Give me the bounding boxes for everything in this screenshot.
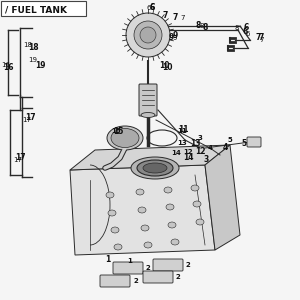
Text: 7: 7 (172, 14, 178, 22)
Text: 13: 13 (177, 140, 187, 146)
Polygon shape (70, 145, 230, 170)
FancyBboxPatch shape (139, 84, 157, 116)
Text: 6: 6 (243, 23, 249, 32)
Ellipse shape (131, 157, 179, 179)
Text: 15: 15 (113, 128, 123, 136)
Text: 8: 8 (235, 25, 239, 31)
Text: 12: 12 (183, 149, 193, 155)
Ellipse shape (111, 128, 139, 148)
Text: 10: 10 (162, 64, 172, 73)
Ellipse shape (106, 192, 114, 198)
Text: 8: 8 (200, 23, 204, 29)
FancyBboxPatch shape (143, 271, 173, 283)
Text: 9: 9 (173, 35, 177, 41)
Text: 8: 8 (195, 20, 201, 29)
Text: 10: 10 (159, 61, 169, 70)
Text: 5: 5 (242, 139, 247, 148)
Ellipse shape (164, 187, 172, 193)
FancyBboxPatch shape (113, 262, 143, 274)
Text: 17: 17 (15, 154, 25, 163)
Text: 1: 1 (105, 254, 111, 263)
Text: / FUEL TANK: / FUEL TANK (5, 5, 67, 14)
Text: 3: 3 (203, 155, 208, 164)
Ellipse shape (138, 207, 146, 213)
Ellipse shape (193, 201, 201, 207)
Text: 14: 14 (171, 150, 181, 156)
Text: 19: 19 (28, 57, 38, 63)
Text: 7: 7 (258, 34, 264, 43)
Polygon shape (70, 165, 215, 255)
Circle shape (126, 13, 170, 57)
Text: 16: 16 (2, 62, 10, 68)
Ellipse shape (107, 126, 143, 150)
Ellipse shape (114, 244, 122, 250)
Text: 6: 6 (149, 2, 154, 11)
Ellipse shape (144, 242, 152, 248)
Text: 2: 2 (176, 274, 181, 280)
Ellipse shape (111, 227, 119, 233)
FancyBboxPatch shape (1, 1, 86, 16)
Ellipse shape (108, 210, 116, 216)
FancyBboxPatch shape (247, 137, 261, 147)
FancyBboxPatch shape (100, 275, 130, 287)
Text: 8: 8 (202, 23, 208, 32)
Text: 11: 11 (177, 128, 187, 134)
Ellipse shape (191, 185, 199, 191)
Text: 2: 2 (133, 278, 138, 284)
Text: 3: 3 (198, 135, 203, 141)
Circle shape (134, 21, 162, 49)
Text: 6: 6 (246, 31, 250, 37)
Text: 18: 18 (28, 44, 38, 52)
Text: 4: 4 (222, 143, 228, 152)
Text: 17: 17 (25, 113, 35, 122)
Text: 7: 7 (162, 11, 168, 20)
Text: 6: 6 (147, 5, 151, 11)
Text: 16: 16 (3, 64, 13, 73)
FancyBboxPatch shape (153, 259, 183, 271)
Text: 9: 9 (172, 32, 178, 40)
Ellipse shape (171, 239, 179, 245)
Text: 7: 7 (260, 37, 264, 43)
Text: 15: 15 (111, 128, 121, 134)
Ellipse shape (137, 160, 173, 176)
Ellipse shape (168, 222, 176, 228)
Text: 7: 7 (255, 34, 261, 43)
Circle shape (140, 27, 156, 43)
Text: 11: 11 (178, 125, 188, 134)
Polygon shape (205, 145, 240, 250)
Ellipse shape (136, 189, 144, 195)
Text: 6: 6 (242, 28, 247, 37)
Ellipse shape (141, 225, 149, 231)
Text: 12: 12 (195, 148, 205, 157)
Text: 14: 14 (183, 152, 193, 161)
Text: 13: 13 (190, 140, 200, 148)
Text: 4: 4 (208, 145, 212, 151)
Ellipse shape (141, 112, 155, 118)
Ellipse shape (166, 204, 174, 210)
Text: 6: 6 (149, 4, 154, 13)
Text: 1: 1 (128, 258, 132, 264)
Ellipse shape (196, 219, 204, 225)
Text: 19: 19 (35, 61, 45, 70)
Text: 7: 7 (181, 15, 185, 21)
Text: 2: 2 (186, 262, 191, 268)
Text: 5: 5 (228, 137, 232, 143)
Text: 18: 18 (23, 42, 32, 48)
Ellipse shape (143, 163, 167, 173)
Text: 17: 17 (22, 117, 32, 123)
Text: 9: 9 (168, 34, 174, 43)
Text: 2: 2 (146, 265, 151, 271)
Text: 17: 17 (14, 157, 22, 163)
